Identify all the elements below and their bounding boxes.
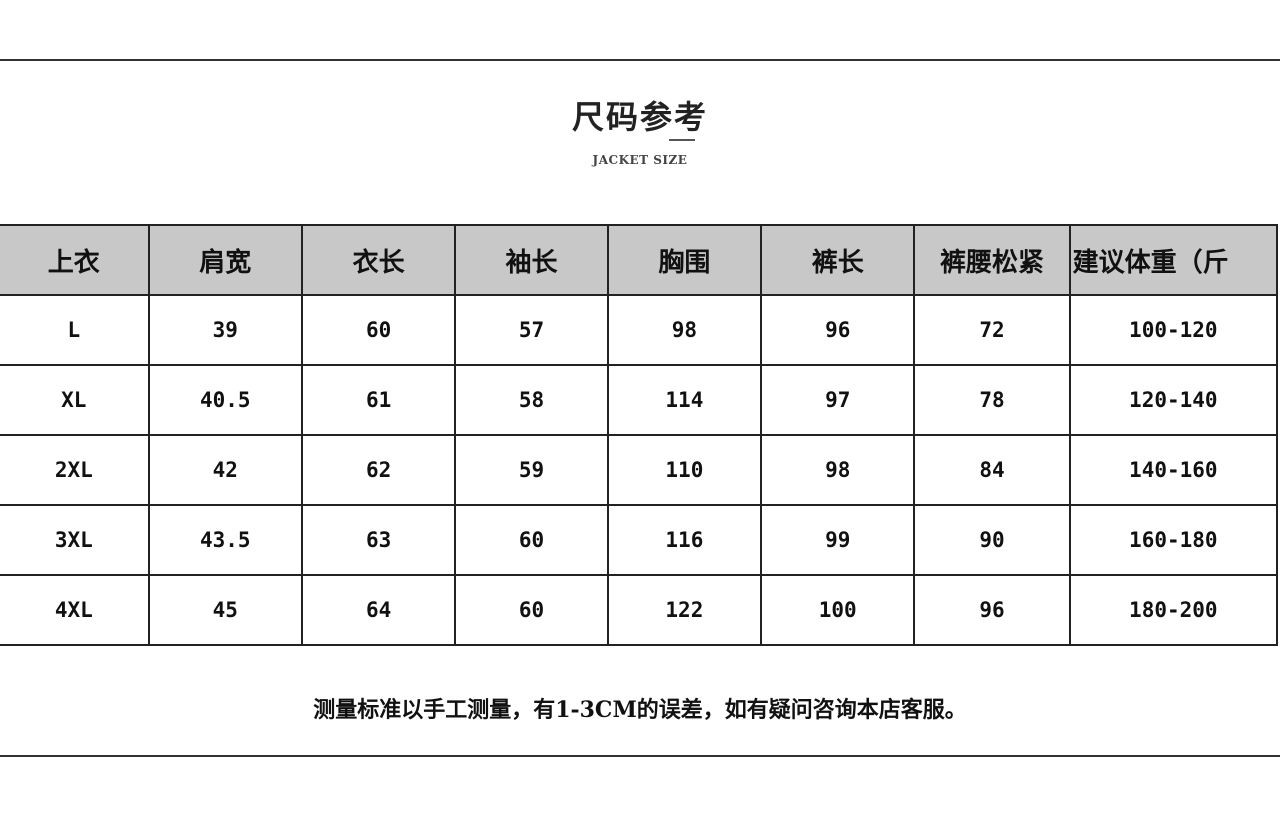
- table-cell: XL: [0, 364, 150, 436]
- table-cell: 78: [913, 364, 1071, 436]
- table-cell: 58: [454, 364, 609, 436]
- size-table: 上衣 肩宽 衣长 袖长 胸围 裤长 裤腰松紧 建议体重（斤 L 39 60 57 98 9…: [0, 224, 1279, 646]
- table-cell: 96: [760, 294, 916, 366]
- column-header: 衣长: [300, 224, 457, 296]
- table-cell: 120-140: [1068, 364, 1279, 436]
- table-cell: 57: [454, 294, 609, 366]
- table-cell: 60: [454, 574, 609, 646]
- table-row: L 39 60 57 98 96 72 100-120: [0, 294, 1279, 366]
- table-cell: 100-120: [1068, 294, 1279, 366]
- table-row: 3XL 43.5 63 60 116 99 90 160-180: [0, 504, 1279, 576]
- table-cell: 114: [606, 364, 763, 436]
- table-cell: 116: [606, 504, 763, 576]
- table-cell: 64: [300, 574, 457, 646]
- table-cell: 40.5: [147, 364, 303, 436]
- table-cell: 60: [454, 504, 609, 576]
- column-header: 裤长: [760, 224, 916, 296]
- column-header: 上衣: [0, 224, 150, 296]
- table-cell: 99: [760, 504, 916, 576]
- table-cell: 96: [913, 574, 1071, 646]
- column-header: 肩宽: [147, 224, 303, 296]
- table-cell: 160-180: [1068, 504, 1279, 576]
- table-cell: 122: [606, 574, 763, 646]
- table-cell: 61: [300, 364, 457, 436]
- table-cell: 59: [454, 434, 609, 506]
- table-cell: 2XL: [0, 434, 150, 506]
- table-cell: 4XL: [0, 574, 150, 646]
- table-cell: 98: [606, 294, 763, 366]
- column-header: 胸围: [606, 224, 763, 296]
- column-header: 袖长: [454, 224, 609, 296]
- top-divider: [0, 59, 1280, 61]
- title-underline: [669, 139, 695, 141]
- table-cell: 45: [147, 574, 303, 646]
- column-header: 裤腰松紧: [913, 224, 1071, 296]
- table-cell: 63: [300, 504, 457, 576]
- table-cell: 43.5: [147, 504, 303, 576]
- table-cell: 72: [913, 294, 1071, 366]
- page-title: 尺码参考: [571, 98, 708, 136]
- table-cell: 180-200: [1068, 574, 1279, 646]
- page-subtitle: JACKET SIZE: [592, 153, 688, 167]
- table-row: 4XL 45 64 60 122 100 96 180-200: [0, 574, 1279, 646]
- table-cell: 110: [606, 434, 763, 506]
- table-cell: 90: [913, 504, 1071, 576]
- table-cell: 3XL: [0, 504, 150, 576]
- measurement-note: 测量标准以手工测量，有1-3CM的误差，如有疑问咨询本店客服。: [313, 697, 967, 723]
- table-cell: 60: [300, 294, 457, 366]
- table-cell: 98: [760, 434, 916, 506]
- table-cell: 100: [760, 574, 916, 646]
- table-row: 2XL 42 62 59 110 98 84 140-160: [0, 434, 1279, 506]
- table-cell: 42: [147, 434, 303, 506]
- column-header: 建议体重（斤: [1068, 224, 1279, 296]
- table-cell: 97: [760, 364, 916, 436]
- table-cell: 62: [300, 434, 457, 506]
- table-cell: 84: [913, 434, 1071, 506]
- table-cell: L: [0, 294, 150, 366]
- table-row: XL 40.5 61 58 114 97 78 120-140: [0, 364, 1279, 436]
- table-cell: 39: [147, 294, 303, 366]
- table-header-row: 上衣 肩宽 衣长 袖长 胸围 裤长 裤腰松紧 建议体重（斤: [0, 224, 1279, 296]
- bottom-divider: [0, 755, 1280, 757]
- table-cell: 140-160: [1068, 434, 1279, 506]
